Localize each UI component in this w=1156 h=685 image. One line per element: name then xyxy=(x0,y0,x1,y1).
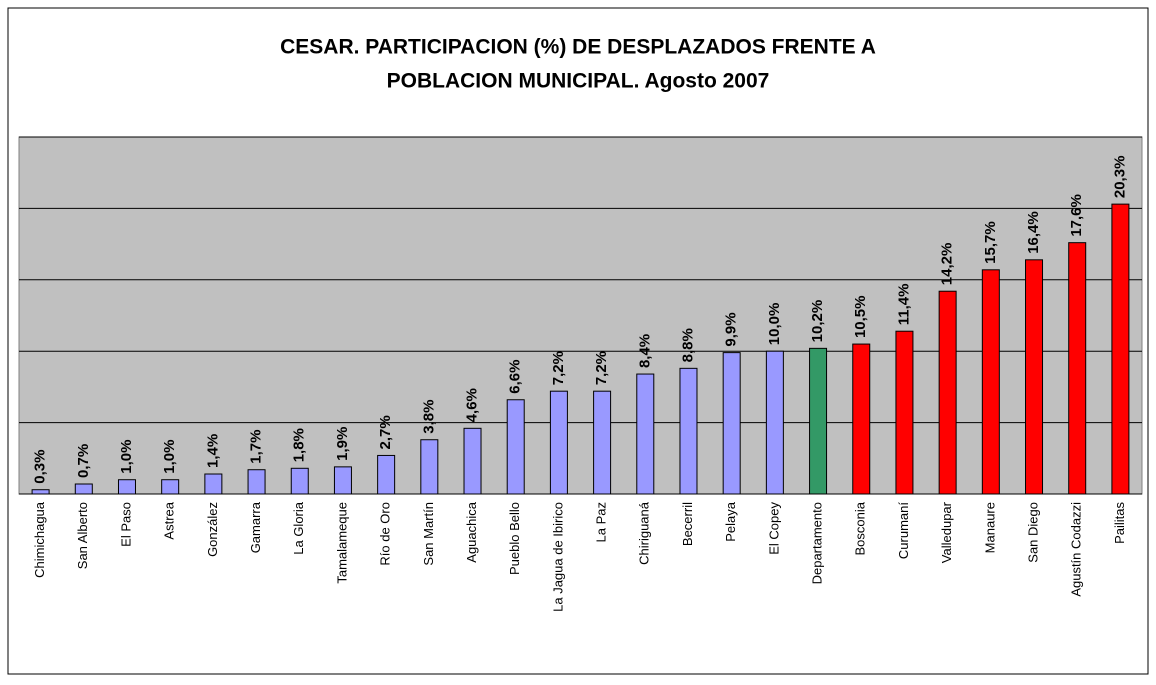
x-tick-label: El Paso xyxy=(118,502,133,547)
data-label: 1,0% xyxy=(118,440,135,474)
data-label: 7,2% xyxy=(593,351,610,385)
bar xyxy=(636,373,655,495)
bar xyxy=(1111,203,1130,495)
data-label: 1,8% xyxy=(291,428,308,462)
x-tick-label: Chimichagua xyxy=(32,501,47,578)
chart-title: CESAR. PARTICIPACION (%) DE DESPLAZADOS … xyxy=(280,36,876,59)
data-label: 7,2% xyxy=(550,351,567,385)
x-tick-label: Chiriguaná xyxy=(637,501,652,565)
x-tick-label: Agustín Codazzi xyxy=(1069,502,1084,597)
x-tick-label: Curumaní xyxy=(896,502,911,559)
bar xyxy=(765,350,784,495)
bar xyxy=(161,479,180,495)
bar xyxy=(1025,259,1044,495)
bar xyxy=(679,367,698,495)
x-tick-label: La Jagua de Ibirico xyxy=(550,502,565,612)
x-tick-label: Pailitas xyxy=(1112,502,1127,544)
x-tick-label: Bosconia xyxy=(853,501,868,555)
data-label: 8,8% xyxy=(679,328,696,362)
data-label: 10,5% xyxy=(852,296,869,339)
data-label: 9,9% xyxy=(723,312,740,346)
bar xyxy=(981,269,1000,495)
plot-area xyxy=(18,136,1143,495)
x-tick-label: Gamarra xyxy=(248,501,263,553)
x-tick-label: El Copey xyxy=(766,502,781,555)
bar xyxy=(593,390,612,495)
data-label: 10,0% xyxy=(766,303,783,346)
data-label: 1,4% xyxy=(204,434,221,468)
bar xyxy=(809,347,828,495)
x-tick-label: La Gloria xyxy=(291,501,306,555)
x-tick-label: La Paz xyxy=(594,502,609,542)
data-label: 10,2% xyxy=(809,300,826,343)
bar xyxy=(938,290,957,495)
data-label: 3,8% xyxy=(420,400,437,434)
bar xyxy=(549,390,568,495)
bar xyxy=(852,343,871,495)
x-tick-label: Astrea xyxy=(162,501,177,539)
data-label: 20,3% xyxy=(1111,156,1128,199)
x-tick-label: Pueblo Bello xyxy=(507,502,522,575)
x-tick-label: Aguachica xyxy=(464,501,479,562)
x-tick-label: Tamalameque xyxy=(334,502,349,584)
bar xyxy=(290,467,309,495)
x-tick-label: Manaure xyxy=(982,502,997,553)
x-tick-label: Pelaya xyxy=(723,501,738,542)
data-label: 8,4% xyxy=(636,334,653,368)
data-label: 11,4% xyxy=(895,283,912,325)
data-label: 0,3% xyxy=(32,450,49,484)
data-label: 1,9% xyxy=(334,427,351,461)
chart-title: POBLACION MUNICIPAL. Agosto 2007 xyxy=(387,70,770,93)
bar xyxy=(377,454,396,495)
data-label: 15,7% xyxy=(982,221,999,264)
bar xyxy=(506,399,525,495)
data-label: 16,4% xyxy=(1025,211,1042,254)
data-label: 1,7% xyxy=(248,430,265,464)
bar xyxy=(117,479,136,495)
bar xyxy=(722,352,741,495)
data-label: 4,6% xyxy=(463,388,480,422)
data-label: 6,6% xyxy=(507,360,524,394)
data-label: 14,2% xyxy=(939,243,956,286)
x-tick-label: San Alberto xyxy=(75,502,90,569)
bar xyxy=(247,469,266,495)
bar xyxy=(895,330,914,495)
bar xyxy=(204,473,223,495)
x-tick-label: Departamento xyxy=(809,502,824,584)
bar xyxy=(31,489,50,495)
x-tick-label: Becerril xyxy=(680,502,695,546)
x-tick-label: San Martín xyxy=(421,502,436,566)
bar xyxy=(463,427,482,495)
bar xyxy=(74,483,93,495)
bar xyxy=(1068,242,1087,495)
x-tick-label: Valledupar xyxy=(939,501,954,563)
data-label: 0,7% xyxy=(75,444,92,478)
data-label: 2,7% xyxy=(377,415,394,449)
x-tick-label: González xyxy=(205,502,220,557)
bar xyxy=(420,439,439,495)
x-tick-label: San Diego xyxy=(1025,502,1040,563)
bar xyxy=(333,466,352,495)
data-label: 17,6% xyxy=(1068,194,1085,237)
data-label: 1,0% xyxy=(161,440,178,474)
x-tick-label: Río de Oro xyxy=(378,502,393,566)
